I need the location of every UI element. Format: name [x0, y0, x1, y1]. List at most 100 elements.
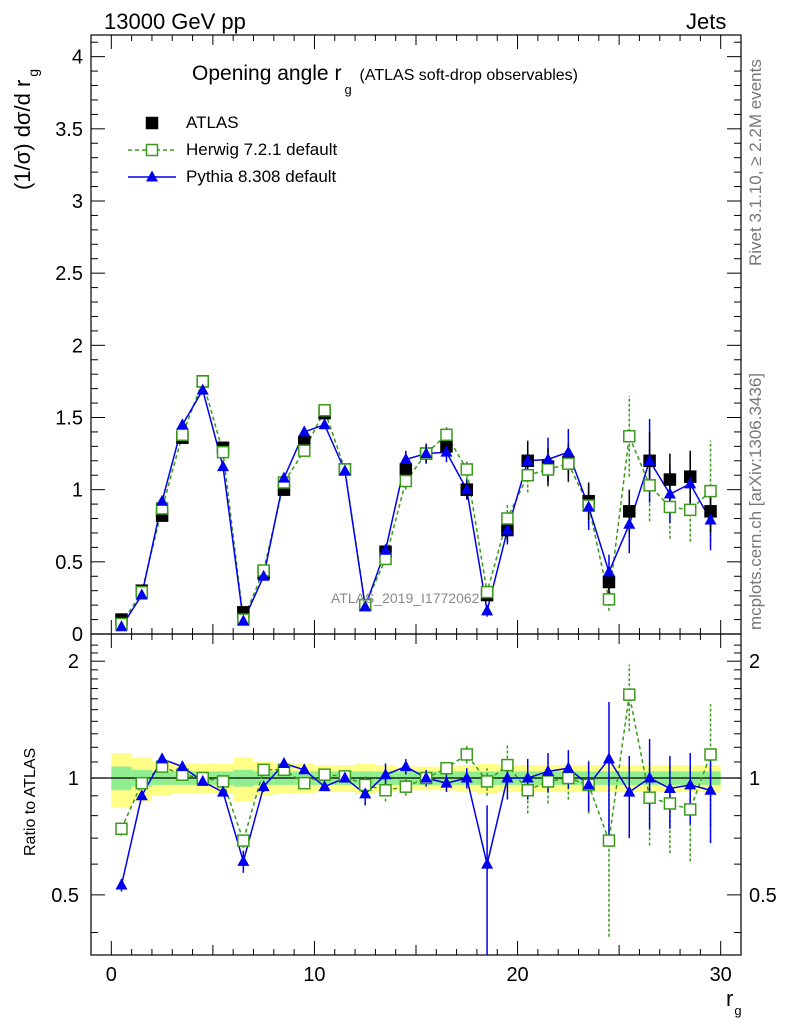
ratio-pythia-point	[399, 760, 412, 772]
ratio-pythia-point	[501, 771, 514, 783]
ratio-pythia-point	[521, 771, 534, 783]
pythia-point	[460, 483, 473, 495]
ratio-pythia-point	[623, 785, 636, 797]
ratio-herwig-point	[683, 803, 697, 816]
x-axis-label-text: r	[726, 986, 734, 1011]
pythia-point	[115, 620, 128, 632]
pythia-point	[684, 477, 697, 489]
herwig-point	[663, 500, 677, 514]
ratio-herwig-point	[298, 776, 311, 790]
pythia-point	[176, 418, 189, 430]
ratio-pythia-point	[318, 780, 331, 792]
legend-pythia-marker	[146, 170, 158, 182]
pythia-point	[379, 543, 392, 555]
x-axis-label: rg	[726, 986, 742, 1018]
legend-markers	[128, 116, 176, 182]
ratio-herwig-point	[521, 784, 534, 797]
herwig-point	[216, 445, 230, 459]
pythia-point	[257, 569, 270, 581]
herwig-point	[176, 428, 189, 442]
herwig-point	[399, 474, 413, 488]
pythia-point	[521, 454, 534, 466]
herwig-point	[623, 430, 636, 443]
ratio-pythia-point	[582, 778, 595, 790]
ratio-pythia-point	[135, 789, 148, 801]
ratio-pythia-point	[420, 771, 433, 783]
pythia-point	[318, 418, 331, 430]
legend-atlas-marker	[145, 116, 159, 130]
pythia-point	[135, 588, 148, 600]
ratio-pythia-point	[359, 787, 372, 799]
pythia-point	[562, 445, 575, 457]
ratio-herwig-point	[460, 748, 474, 761]
herwig-point	[501, 512, 514, 525]
ratio-herwig-point	[562, 771, 575, 785]
energy-label: 13000 GeV pp	[104, 9, 246, 34]
ratio-pythia-point	[115, 878, 128, 890]
ratio-pythia-point	[338, 771, 351, 783]
legend-pythia-label: Pythia 8.308 default	[186, 167, 337, 186]
herwig-point	[318, 404, 331, 417]
pythia-point	[237, 614, 250, 626]
y-tick-label: 2.5	[55, 263, 83, 285]
herwig-point	[521, 468, 534, 482]
pythia-point	[359, 600, 372, 612]
herwig-point	[643, 479, 656, 492]
atlas-point	[663, 473, 677, 486]
ratio-herwig-point	[663, 797, 677, 810]
title-rest: (ATLAS soft-drop observables)	[359, 67, 578, 84]
mcplots-label: mcplots.cern.ch [arXiv:1306.3436]	[746, 372, 765, 630]
pythia-point	[196, 383, 209, 395]
y-axis-label-subscript: g	[25, 68, 41, 77]
ratio-herwig-point	[623, 688, 636, 701]
ratio-herwig-point	[379, 784, 392, 797]
ratio-pythia-point	[562, 761, 575, 773]
rivet-label: Rivet 3.1.10, ≥ 2.2M events	[746, 59, 765, 266]
x-tick-label: 0	[106, 964, 117, 986]
category-label: Jets	[686, 9, 727, 34]
ratio-pythia-line	[120, 757, 711, 886]
y-tick-label: 2	[72, 335, 83, 357]
ratio-tick-label-left: 1	[68, 768, 79, 790]
ratio-pythia-point	[460, 771, 473, 783]
ratio-pythia-point	[217, 785, 230, 797]
legend-atlas-label: ATLAS	[186, 113, 239, 132]
ratio-herwig-point	[257, 763, 270, 777]
y-tick-label: 1	[72, 480, 83, 502]
ratio-tick-label-right: 0.5	[749, 885, 777, 907]
ratio-pythia-point	[684, 778, 697, 790]
ratio-herwig-point	[602, 834, 616, 847]
ratio-pythia-point	[277, 757, 290, 769]
pythia-point	[298, 425, 311, 437]
x-tick-label: 30	[710, 964, 732, 986]
herwig-point	[562, 457, 575, 470]
ratio-pythia-point	[542, 764, 555, 776]
axes: 0 10 20 30 0 0.5 1 1.5 2 2.5 3 3.5 4 0.5 0.5 1 1 2 2	[51, 34, 777, 986]
ratio-pythia-point	[379, 768, 392, 780]
pythia-point	[704, 513, 717, 525]
y-tick-label: 0.5	[55, 552, 83, 574]
ratio-pythia-point	[663, 781, 676, 793]
herwig-point	[683, 503, 697, 517]
pythia-point	[440, 445, 453, 457]
ratio-pythia-point	[156, 752, 169, 764]
ratio-pythia-point	[257, 780, 270, 792]
main-plot-series	[115, 375, 717, 632]
ratio-herwig-point	[216, 775, 230, 788]
y-tick-label: 4	[72, 47, 83, 69]
title-subscript: g	[344, 82, 352, 97]
pythia-point	[623, 517, 636, 529]
ratio-tick-label-right: 1	[749, 768, 760, 790]
ratio-pythia-point	[602, 752, 615, 764]
pythia-point	[217, 460, 230, 472]
herwig-point	[460, 463, 474, 476]
pythia-point	[542, 452, 555, 464]
atlas-point	[399, 463, 413, 476]
y-axis-label-text: (1/σ) dσ/d r	[10, 79, 35, 190]
ratio-herwig-point	[237, 834, 250, 847]
atlas-point	[602, 575, 616, 589]
pythia-point	[420, 447, 433, 459]
ratio-pythia-point	[643, 771, 656, 783]
y-tick-label: 3	[72, 191, 83, 213]
ratio-tick-label-left: 0.5	[51, 885, 79, 907]
